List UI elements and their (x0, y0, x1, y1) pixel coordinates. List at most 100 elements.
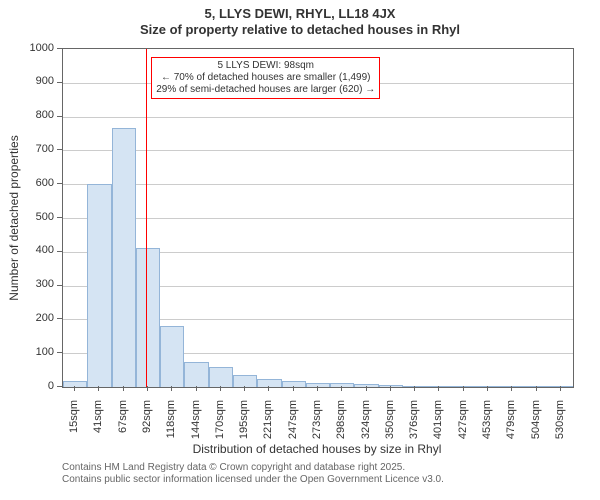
x-tick-mark (123, 386, 124, 391)
x-tick-mark (438, 386, 439, 391)
y-tick-mark (57, 116, 62, 117)
x-tick-label: 298sqm (335, 400, 347, 460)
x-tick-mark (171, 386, 172, 391)
y-tick-mark (57, 217, 62, 218)
histogram-bar (257, 379, 281, 387)
x-tick-label: 221sqm (262, 400, 274, 460)
footer-line-1: Contains HM Land Registry data © Crown c… (62, 462, 444, 474)
y-tick-mark (57, 183, 62, 184)
y-tick-label: 400 (14, 244, 54, 256)
x-tick-label: 479sqm (505, 400, 517, 460)
x-tick-label: 144sqm (190, 400, 202, 460)
y-tick-mark (57, 149, 62, 150)
annotation-box: 5 LLYS DEWI: 98sqm← 70% of detached hous… (151, 57, 380, 99)
histogram-bar (233, 375, 257, 387)
histogram-bar (184, 362, 208, 387)
x-tick-mark (244, 386, 245, 391)
x-tick-label: 401sqm (432, 400, 444, 460)
attribution-footer: Contains HM Land Registry data © Crown c… (62, 462, 444, 486)
chart-container: 5, LLYS DEWI, RHYL, LL18 4JX Size of pro… (0, 0, 600, 500)
histogram-bar (63, 381, 87, 387)
histogram-bar (524, 386, 548, 387)
x-tick-label: 41sqm (92, 400, 104, 460)
histogram-bar (500, 386, 524, 387)
histogram-bar (354, 384, 378, 387)
title-line-1: 5, LLYS DEWI, RHYL, LL18 4JX (0, 6, 600, 22)
x-tick-label: 504sqm (530, 400, 542, 460)
x-tick-mark (341, 386, 342, 391)
x-tick-label: 247sqm (287, 400, 299, 460)
y-tick-mark (57, 318, 62, 319)
x-tick-mark (560, 386, 561, 391)
histogram-bar (282, 381, 306, 387)
x-tick-mark (293, 386, 294, 391)
y-tick-mark (57, 48, 62, 49)
y-tick-label: 500 (14, 211, 54, 223)
y-tick-label: 300 (14, 278, 54, 290)
x-tick-mark (390, 386, 391, 391)
y-tick-label: 800 (14, 109, 54, 121)
x-tick-label: 530sqm (554, 400, 566, 460)
x-tick-label: 350sqm (384, 400, 396, 460)
y-tick-mark (57, 386, 62, 387)
x-tick-label: 195sqm (238, 400, 250, 460)
annotation-line: 5 LLYS DEWI: 98sqm (156, 60, 375, 72)
reference-line (146, 49, 147, 387)
histogram-bar (209, 367, 233, 387)
gridline (63, 117, 573, 118)
y-tick-label: 0 (14, 380, 54, 392)
histogram-bar (452, 386, 476, 387)
x-tick-label: 273sqm (311, 400, 323, 460)
footer-line-2: Contains public sector information licen… (62, 474, 444, 486)
x-tick-label: 427sqm (457, 400, 469, 460)
annotation-line: 29% of semi-detached houses are larger (… (156, 84, 375, 96)
title-line-2: Size of property relative to detached ho… (0, 22, 600, 38)
x-tick-mark (220, 386, 221, 391)
y-tick-mark (57, 251, 62, 252)
y-tick-label: 700 (14, 143, 54, 155)
x-tick-label: 67sqm (117, 400, 129, 460)
histogram-bar (160, 326, 184, 387)
x-tick-mark (268, 386, 269, 391)
gridline (63, 150, 573, 151)
histogram-bar (87, 184, 111, 387)
x-tick-mark (487, 386, 488, 391)
x-tick-label: 15sqm (68, 400, 80, 460)
y-tick-label: 100 (14, 346, 54, 358)
x-tick-mark (536, 386, 537, 391)
y-tick-label: 900 (14, 75, 54, 87)
histogram-bar (549, 386, 573, 387)
histogram-bar (427, 386, 451, 387)
y-tick-mark (57, 352, 62, 353)
x-tick-mark (511, 386, 512, 391)
gridline (63, 184, 573, 185)
histogram-bar (403, 386, 427, 387)
histogram-bar (136, 248, 160, 387)
x-tick-label: 453sqm (481, 400, 493, 460)
x-tick-mark (317, 386, 318, 391)
chart-title: 5, LLYS DEWI, RHYL, LL18 4JX Size of pro… (0, 6, 600, 37)
x-tick-label: 170sqm (214, 400, 226, 460)
y-tick-mark (57, 285, 62, 286)
x-tick-label: 92sqm (141, 400, 153, 460)
y-tick-label: 1000 (14, 42, 54, 54)
x-tick-mark (147, 386, 148, 391)
histogram-bar (112, 128, 136, 387)
x-tick-mark (463, 386, 464, 391)
x-tick-mark (196, 386, 197, 391)
histogram-bar (330, 383, 354, 387)
x-tick-label: 376sqm (408, 400, 420, 460)
x-tick-mark (414, 386, 415, 391)
x-tick-mark (98, 386, 99, 391)
histogram-bar (379, 385, 403, 387)
plot-area: 5 LLYS DEWI: 98sqm← 70% of detached hous… (62, 48, 574, 388)
gridline (63, 218, 573, 219)
y-tick-mark (57, 82, 62, 83)
y-tick-label: 200 (14, 312, 54, 324)
x-tick-mark (74, 386, 75, 391)
x-tick-mark (366, 386, 367, 391)
x-tick-label: 324sqm (360, 400, 372, 460)
y-tick-label: 600 (14, 177, 54, 189)
annotation-line: ← 70% of detached houses are smaller (1,… (156, 72, 375, 84)
x-tick-label: 118sqm (165, 400, 177, 460)
